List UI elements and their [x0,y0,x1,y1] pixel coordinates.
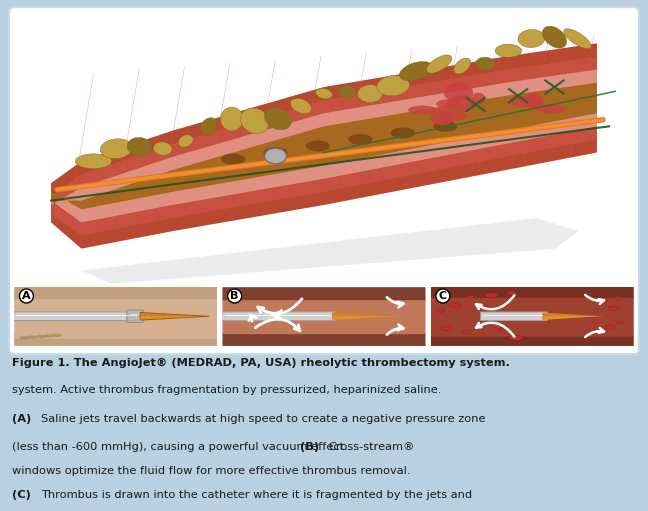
Ellipse shape [377,76,410,96]
Ellipse shape [127,137,152,156]
Polygon shape [51,69,597,222]
Text: (B): (B) [300,442,319,452]
FancyBboxPatch shape [14,286,217,295]
Ellipse shape [43,334,54,338]
FancyBboxPatch shape [14,339,217,346]
FancyBboxPatch shape [481,312,548,320]
Text: B: B [231,291,239,301]
Text: Thrombus is drawn into the catheter where it is fragmented by the jets and: Thrombus is drawn into the catheter wher… [41,490,472,500]
Ellipse shape [100,139,133,158]
Ellipse shape [485,293,498,298]
Ellipse shape [316,88,332,99]
Ellipse shape [449,303,461,307]
Ellipse shape [542,26,566,48]
Ellipse shape [484,306,491,309]
Ellipse shape [36,335,46,338]
Ellipse shape [154,142,172,155]
Polygon shape [140,312,209,316]
Ellipse shape [468,295,475,298]
Ellipse shape [348,134,373,145]
FancyBboxPatch shape [9,7,639,354]
Ellipse shape [524,92,544,109]
Circle shape [264,148,286,164]
FancyBboxPatch shape [13,312,141,321]
Ellipse shape [441,326,453,331]
Text: Figure 1. The AngioJet® (MEDRAD, PA, USA) rheolytic thrombectomy system.: Figure 1. The AngioJet® (MEDRAD, PA, USA… [12,358,509,368]
Ellipse shape [433,121,457,132]
FancyBboxPatch shape [431,298,634,337]
Ellipse shape [75,154,111,169]
FancyBboxPatch shape [14,292,217,301]
Ellipse shape [264,108,292,130]
FancyBboxPatch shape [127,310,143,322]
Ellipse shape [306,141,330,151]
Ellipse shape [338,86,356,98]
Ellipse shape [436,99,461,108]
Text: Saline jets travel backwards at high speed to create a negative pressure zone: Saline jets travel backwards at high spe… [41,414,485,425]
Ellipse shape [439,112,467,121]
Ellipse shape [518,30,545,48]
Text: (C): (C) [12,490,30,500]
Ellipse shape [495,44,522,57]
Text: C: C [439,291,447,301]
Polygon shape [82,218,579,284]
Text: (A): (A) [12,414,31,425]
Ellipse shape [27,335,38,339]
Polygon shape [51,83,597,210]
Polygon shape [542,316,603,320]
Ellipse shape [426,55,452,73]
Ellipse shape [399,61,433,81]
Polygon shape [332,312,401,316]
Ellipse shape [178,135,193,147]
Ellipse shape [358,85,382,103]
Ellipse shape [535,104,566,113]
Ellipse shape [616,321,623,324]
Ellipse shape [437,309,445,312]
Ellipse shape [476,57,495,70]
FancyBboxPatch shape [222,287,426,301]
Ellipse shape [599,299,607,303]
Ellipse shape [391,127,415,138]
FancyBboxPatch shape [431,286,634,299]
FancyBboxPatch shape [14,299,217,339]
Polygon shape [140,316,209,320]
Ellipse shape [201,118,217,135]
Ellipse shape [52,334,62,337]
Text: Cross-stream®: Cross-stream® [329,442,415,452]
Text: windows optimize the fluid flow for more effective thrombus removal.: windows optimize the fluid flow for more… [12,466,410,476]
Ellipse shape [221,154,245,165]
Ellipse shape [408,105,437,114]
Ellipse shape [509,335,522,340]
Ellipse shape [240,108,269,134]
Ellipse shape [19,336,30,339]
FancyBboxPatch shape [431,335,634,346]
Text: system. Active thrombus fragmentation by pressurized, heparinized saline.: system. Active thrombus fragmentation by… [12,385,441,396]
Ellipse shape [430,109,454,125]
Ellipse shape [509,97,542,107]
Ellipse shape [220,107,243,131]
Text: (less than -600 mmHg), causing a powerful vacuum effect.: (less than -600 mmHg), causing a powerfu… [12,442,347,452]
Ellipse shape [498,328,505,331]
FancyBboxPatch shape [14,333,217,340]
Polygon shape [542,312,603,316]
Ellipse shape [614,296,621,299]
Ellipse shape [507,291,516,295]
Ellipse shape [471,92,485,105]
Ellipse shape [444,83,473,102]
Ellipse shape [564,29,592,49]
Ellipse shape [608,306,619,311]
Ellipse shape [263,147,288,158]
FancyBboxPatch shape [222,312,335,321]
Polygon shape [51,56,597,236]
Ellipse shape [463,330,472,334]
FancyBboxPatch shape [222,333,426,346]
Text: A: A [22,291,30,301]
FancyBboxPatch shape [222,300,426,334]
Ellipse shape [605,325,614,329]
Ellipse shape [454,58,470,74]
Polygon shape [332,316,401,320]
Polygon shape [51,43,597,249]
Ellipse shape [290,99,312,113]
Ellipse shape [447,96,476,112]
